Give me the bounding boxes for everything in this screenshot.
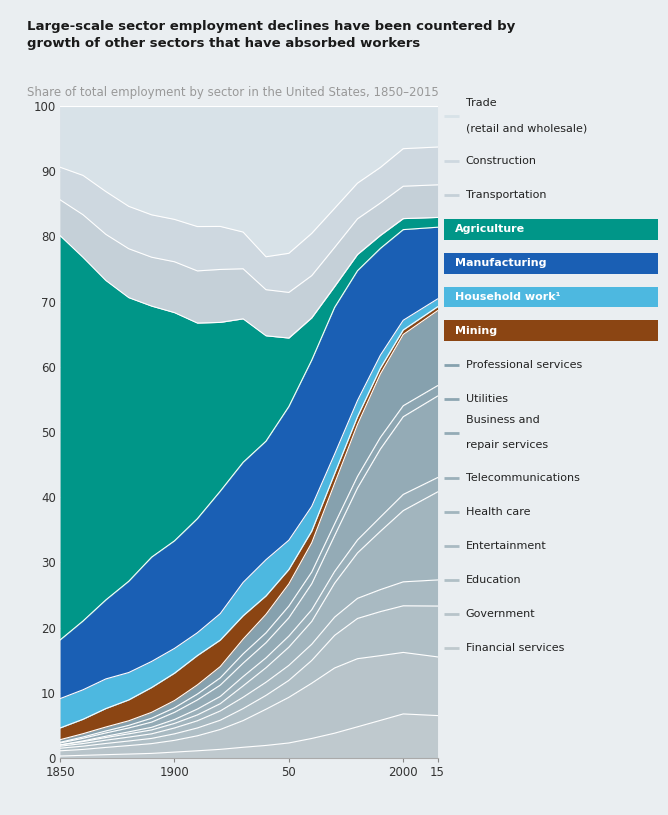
Text: Financial services: Financial services: [466, 643, 564, 653]
Text: (retail and wholesale): (retail and wholesale): [466, 124, 587, 134]
Text: Agriculture: Agriculture: [455, 224, 525, 234]
Text: Health care: Health care: [466, 507, 530, 518]
FancyBboxPatch shape: [444, 320, 658, 341]
Text: Share of total employment by sector in the United States, 1850–2015: Share of total employment by sector in t…: [27, 86, 438, 99]
FancyBboxPatch shape: [444, 218, 658, 240]
Text: Business and: Business and: [466, 415, 539, 425]
Text: Manufacturing: Manufacturing: [455, 258, 546, 268]
Text: Entertainment: Entertainment: [466, 541, 546, 551]
Text: Construction: Construction: [466, 156, 536, 166]
Text: Transportation: Transportation: [466, 190, 546, 200]
Text: Mining: Mining: [455, 326, 497, 336]
FancyBboxPatch shape: [444, 287, 658, 307]
Text: repair services: repair services: [466, 440, 548, 451]
Text: Government: Government: [466, 609, 535, 619]
Text: Trade: Trade: [466, 98, 496, 108]
Text: Education: Education: [466, 575, 521, 585]
Text: Utilities: Utilities: [466, 394, 508, 403]
Text: Large-scale sector employment declines have been countered by
growth of other se: Large-scale sector employment declines h…: [27, 20, 515, 51]
Text: Telecommunications: Telecommunications: [466, 474, 579, 483]
Text: Household work¹: Household work¹: [455, 292, 560, 302]
FancyBboxPatch shape: [444, 253, 658, 274]
Text: Professional services: Professional services: [466, 359, 582, 370]
